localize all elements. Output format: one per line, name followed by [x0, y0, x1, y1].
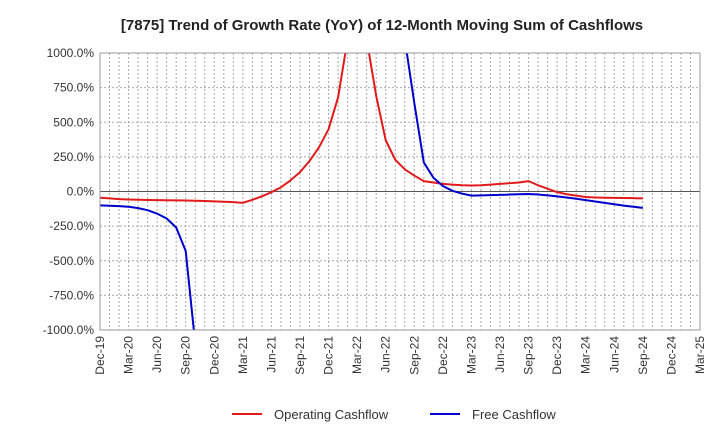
legend-label: Free Cashflow — [472, 407, 556, 422]
y-axis-ticks: 1000.0% 750.0% 500.0% 250.0% 0.0% -250.0% -500… — [43, 46, 95, 337]
series-line-operating-cashflow — [100, 53, 643, 204]
x-tick-label: Dec-22 — [436, 336, 450, 375]
x-tick-label: Mar-20 — [122, 336, 136, 374]
x-tick-label: Dec-23 — [550, 336, 564, 375]
x-tick-label: Sep-23 — [522, 336, 536, 375]
x-tick-label: Mar-22 — [350, 336, 364, 374]
chart-title: [7875] Trend of Growth Rate (YoY) of 12-… — [121, 17, 643, 34]
y-tick-label: -750.0% — [49, 288, 94, 302]
y-tick-label: 500.0% — [53, 115, 94, 129]
x-axis-ticks: Dec-19 Mar-20 Jun-20 Sep-20 Dec-20 Mar-21 Jun-… — [93, 336, 707, 375]
y-tick-label: 250.0% — [53, 150, 94, 164]
series-line-free-cashflow — [100, 53, 643, 330]
y-tick-label: -500.0% — [49, 254, 94, 268]
x-tick-label: Jun-21 — [264, 336, 278, 373]
x-tick-label: Jun-23 — [493, 336, 507, 373]
plot-frame — [99, 52, 701, 331]
x-tick-label: Mar-23 — [464, 336, 478, 374]
x-tick-label: Mar-25 — [693, 336, 707, 374]
x-tick-label: Dec-20 — [207, 336, 221, 375]
y-tick-label: 1000.0% — [47, 46, 95, 60]
legend: Operating Cashflow Free Cashflow — [232, 407, 556, 422]
x-tick-label: Sep-21 — [293, 336, 307, 375]
y-tick-label: 0.0% — [67, 185, 95, 199]
x-tick-label: Jun-22 — [379, 336, 393, 373]
x-tick-label: Sep-22 — [407, 336, 421, 375]
x-tick-label: Dec-21 — [322, 336, 336, 375]
x-tick-label: Sep-20 — [179, 336, 193, 375]
y-tick-label: -250.0% — [49, 219, 94, 233]
series-lines — [100, 53, 643, 330]
y-tick-label: 750.0% — [53, 81, 94, 95]
x-tick-label: Jun-20 — [150, 336, 164, 373]
x-tick-label: Dec-24 — [664, 336, 678, 375]
y-tick-label: -1000.0% — [43, 323, 95, 337]
x-tick-label: Mar-21 — [236, 336, 250, 374]
x-tick-label: Jun-24 — [607, 336, 621, 373]
x-tick-label: Mar-24 — [579, 336, 593, 374]
legend-label: Operating Cashflow — [274, 407, 389, 422]
x-tick-label: Sep-24 — [636, 336, 650, 375]
x-tick-label: Dec-19 — [93, 336, 107, 375]
